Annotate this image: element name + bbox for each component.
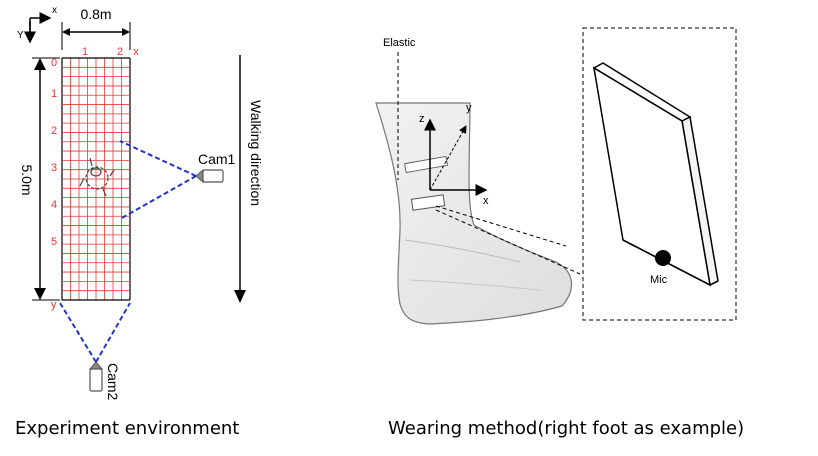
right-caption: Wearing method(right foot as example) bbox=[388, 418, 745, 439]
walking-direction-arrow: Walking direction bbox=[234, 55, 264, 303]
mic-label: Mic bbox=[650, 274, 668, 286]
microphone-dot bbox=[655, 250, 671, 266]
floor-grid bbox=[61, 57, 131, 301]
row-label-y: y bbox=[51, 299, 57, 311]
axis-indicator: x Y bbox=[17, 5, 57, 44]
sensor-detail-box bbox=[582, 27, 737, 321]
length-dimension: 5.0m bbox=[19, 57, 60, 301]
row-label-5: 5 bbox=[51, 236, 57, 248]
axis-x-label-right: x bbox=[483, 195, 489, 207]
walking-direction-label: Walking direction bbox=[248, 100, 264, 206]
elastic-band: Elastic bbox=[383, 37, 449, 180]
zoom-line-upper bbox=[435, 205, 567, 247]
cam1-label: Cam1 bbox=[198, 151, 236, 167]
row-label-1: 1 bbox=[51, 88, 57, 100]
col-label-1: 1 bbox=[82, 46, 88, 58]
elastic-label: Elastic bbox=[383, 37, 416, 49]
sensor-board-3d bbox=[592, 62, 719, 287]
axis-y-label: Y bbox=[17, 30, 24, 41]
foot-illustration bbox=[375, 102, 572, 325]
wearing-method-diagram: Elastic z y x Mic bbox=[375, 27, 737, 325]
col-label-x: x bbox=[133, 46, 139, 58]
left-caption: Experiment environment bbox=[15, 418, 240, 439]
walker-figure bbox=[79, 157, 115, 197]
row-label-0: 0 bbox=[51, 57, 57, 69]
sensor-axes: z y x bbox=[419, 102, 489, 207]
experiment-environment-diagram: x Y 0.8m 5.0m 1 2 x 0 1 2 bbox=[17, 5, 264, 401]
axis-y-label-right: y bbox=[466, 102, 472, 114]
row-label-4: 4 bbox=[51, 199, 57, 211]
cam1-camera: Cam1 bbox=[119, 140, 236, 220]
width-label: 0.8m bbox=[80, 6, 111, 22]
length-label: 5.0m bbox=[19, 164, 35, 195]
col-label-2: 2 bbox=[117, 46, 123, 58]
zoom-line-lower bbox=[435, 209, 581, 275]
axis-z-label: z bbox=[419, 113, 425, 125]
width-dimension: 0.8m bbox=[61, 6, 131, 50]
cam2-camera: Cam2 bbox=[59, 302, 131, 401]
row-label-3: 3 bbox=[51, 162, 57, 174]
cam2-label: Cam2 bbox=[105, 363, 121, 401]
row-label-2: 2 bbox=[51, 125, 57, 137]
axis-x-label: x bbox=[52, 5, 57, 16]
